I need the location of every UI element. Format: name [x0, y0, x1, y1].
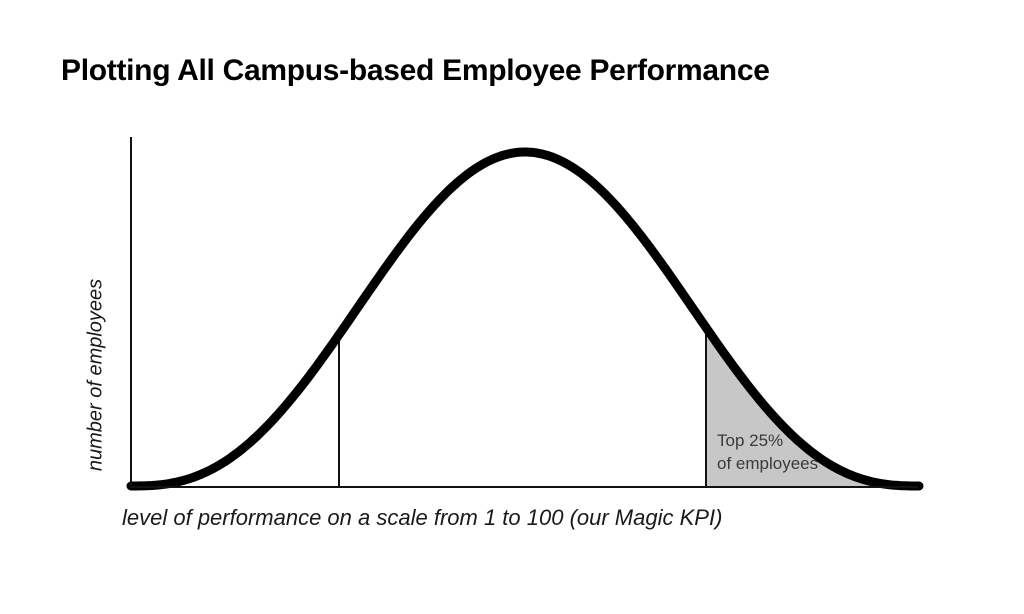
shaded-top-quartile-area [706, 327, 917, 487]
shaded-region-annotation: Top 25% of employees [717, 429, 818, 475]
shaded-region-annotation-line1: Top 25% [717, 431, 784, 450]
x-axis-label: level of performance on a scale from 1 t… [122, 505, 723, 530]
bell-curve-path [126, 147, 924, 491]
chart-title: Plotting All Campus-based Employee Perfo… [61, 54, 770, 87]
shaded-region-annotation-line2: of employees [717, 454, 819, 473]
y-axis-label: number of employees [84, 278, 107, 472]
